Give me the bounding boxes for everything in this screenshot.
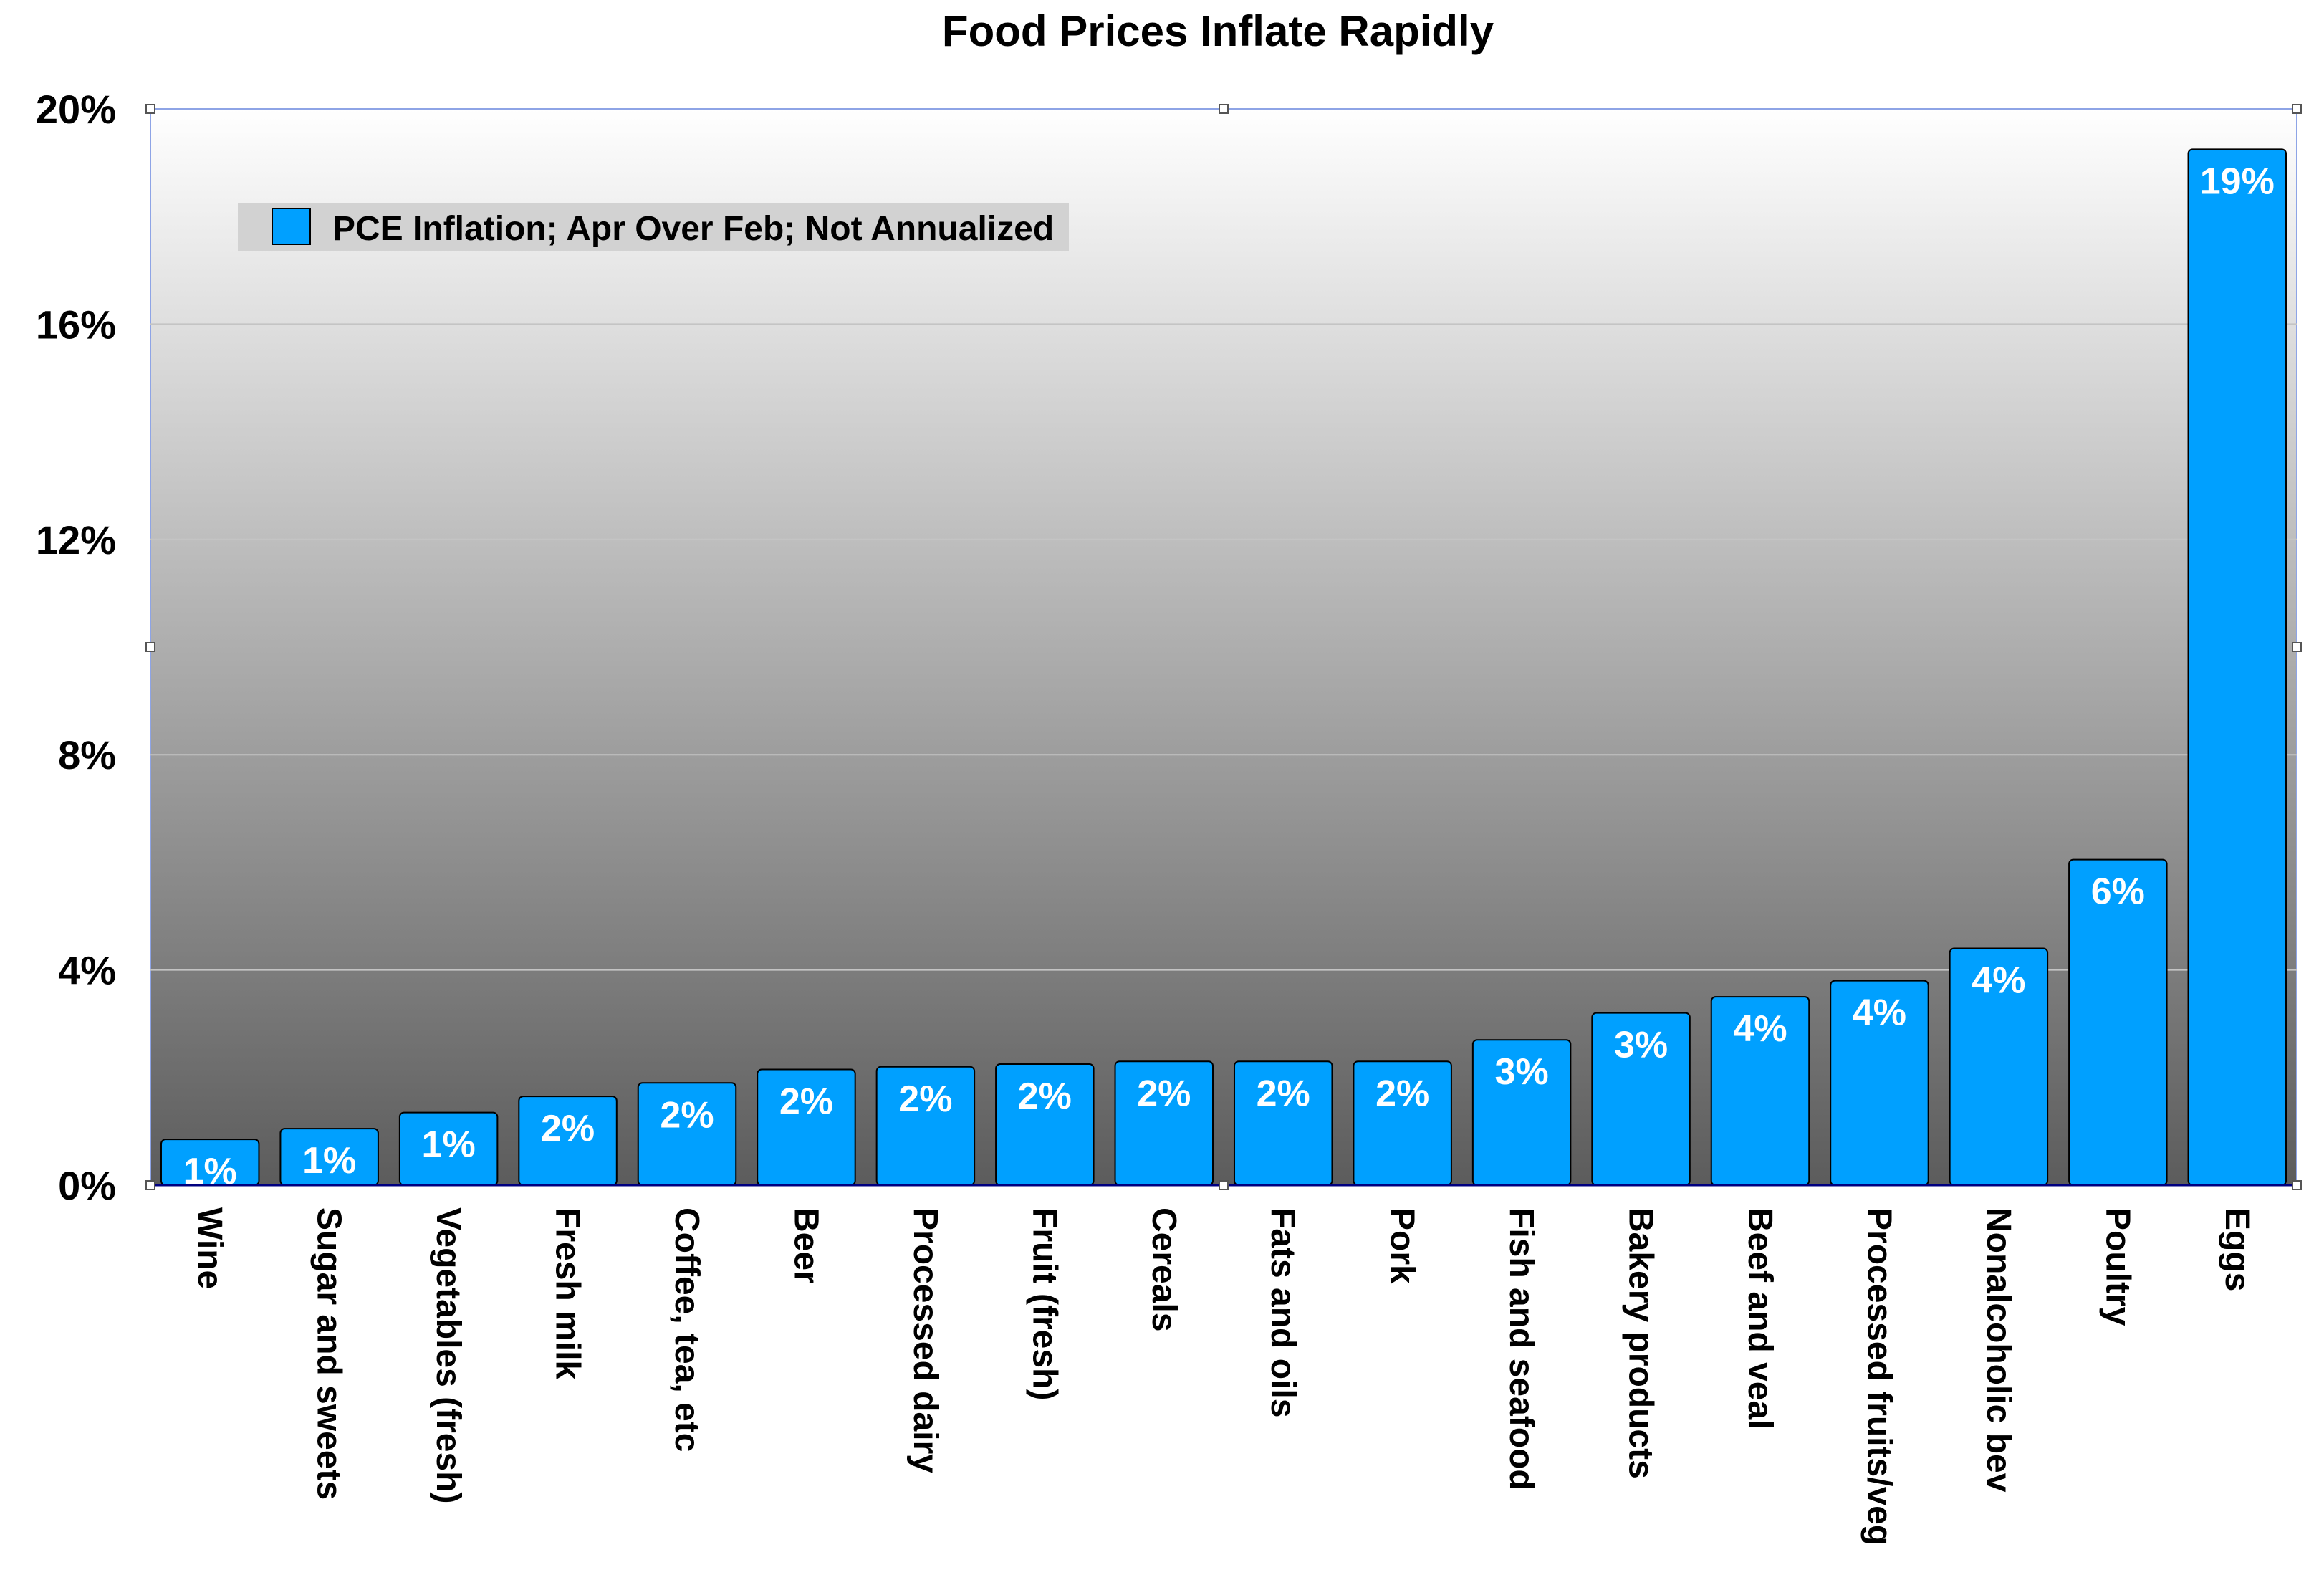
bar-value-label: 19% (2200, 161, 2275, 202)
selection-handle (145, 104, 155, 114)
x-tick-label: Eggs (2218, 1207, 2256, 1291)
bar-value-label: 2% (1257, 1073, 1310, 1114)
bar-value-label: 2% (1375, 1073, 1429, 1114)
x-tick-label: Poultry (2098, 1207, 2136, 1326)
bar-value-label: 2% (779, 1081, 833, 1123)
selection-handle (145, 1180, 155, 1190)
x-tick-label: Processed dairy (906, 1207, 944, 1473)
legend-box (238, 203, 1069, 251)
x-tick-label: Vegetables (fresh) (429, 1207, 467, 1503)
bar-value-label: 3% (1614, 1025, 1668, 1066)
x-tick-label: Coffee, tea, etc (668, 1207, 706, 1452)
bar-value-label: 2% (541, 1108, 595, 1149)
selection-handle (145, 642, 155, 652)
bar-value-label: 2% (1137, 1073, 1191, 1114)
y-tick-label: 16% (36, 302, 116, 347)
x-tick-label: Nonalcoholic bev (1979, 1207, 2017, 1493)
bar-value-label: 6% (2091, 871, 2145, 913)
x-tick-label: Beer (787, 1207, 825, 1284)
selection-handle (2292, 104, 2302, 114)
legend-swatch (272, 208, 311, 245)
x-tick-label: Wine (191, 1207, 229, 1289)
x-tick-label: Fish and seafood (1502, 1207, 1540, 1490)
selection-handle (2292, 1180, 2302, 1190)
bar-value-label: 4% (1972, 960, 2025, 1002)
selection-handle (2292, 642, 2302, 652)
bar-value-label: 2% (898, 1078, 952, 1120)
x-axis: Wine Sugar and sweets Vegetables (fresh) Fr… (191, 1207, 2256, 1546)
x-tick-label: Fats and oils (1264, 1207, 1302, 1417)
bar-value-label: 4% (1733, 1008, 1787, 1050)
y-tick-label: 4% (58, 948, 116, 993)
bar-value-label: 4% (1853, 992, 1906, 1034)
bar-value-label: 1% (302, 1140, 356, 1182)
y-tick-label: 20% (36, 87, 116, 132)
y-tick-label: 12% (36, 517, 116, 562)
x-tick-label: Cereals (1145, 1207, 1183, 1331)
bars: 1% 1% 1% 2% 2% 2% 2% 2% 2% 2% 2%3%3% 4% 4%4%6%19% (160, 148, 2287, 1192)
legend-label: PCE Inflation; Apr Over Feb; Not Annuali… (332, 210, 1054, 248)
bar-value-label: 2% (1018, 1076, 1072, 1117)
x-tick-label: Beef and veal (1741, 1207, 1779, 1429)
y-axis: 0% 4% 8% 12% 16% 20% (36, 87, 116, 1208)
bar-value-label: 2% (660, 1094, 714, 1136)
bar-value-label: 3% (1495, 1051, 1549, 1093)
y-tick-label: 0% (58, 1163, 116, 1208)
grid-lines (150, 323, 2297, 971)
legend: PCE Inflation; Apr Over Feb; Not Annuali… (238, 203, 1069, 251)
bar (2187, 148, 2287, 1187)
selection-handles (145, 104, 2302, 1190)
plot-area (150, 108, 2297, 1186)
chart-title: Food Prices Inflate Rapidly (942, 7, 1494, 55)
y-tick-label: 8% (58, 732, 116, 777)
x-tick-label: Fresh milk (549, 1207, 587, 1379)
x-tick-label: Pork (1383, 1207, 1421, 1284)
selection-handle (1219, 1180, 1229, 1190)
bar-value-label: 1% (422, 1124, 476, 1166)
x-tick-label: Fruit (fresh) (1025, 1207, 1063, 1400)
x-tick-label: Bakery products (1622, 1207, 1660, 1479)
x-tick-label: Sugar and sweets (310, 1207, 348, 1500)
selection-handle (1219, 104, 1229, 114)
x-tick-label: Processed fruits/veg (1860, 1207, 1898, 1546)
